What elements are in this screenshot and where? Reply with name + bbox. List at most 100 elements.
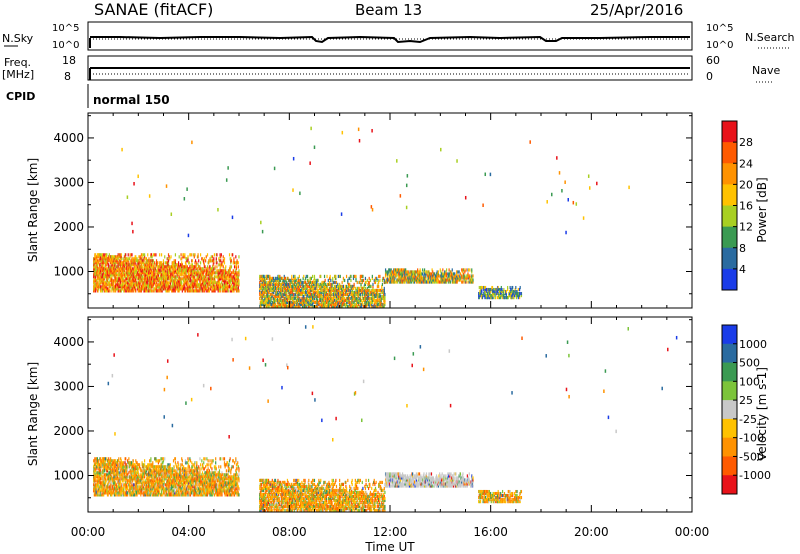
echo-cell <box>222 289 224 293</box>
echo-cell <box>174 287 177 291</box>
echo-cell <box>330 282 332 287</box>
echo-cell <box>162 259 165 263</box>
echo-cell <box>277 278 279 283</box>
echo-cell <box>279 282 282 287</box>
echo-cell <box>106 283 109 287</box>
echo-cell <box>102 255 104 259</box>
echo-cell <box>296 292 299 297</box>
echo-cell <box>259 286 261 291</box>
echo-cell <box>386 278 389 282</box>
echo-cell <box>189 275 191 279</box>
echo-cell <box>456 276 458 280</box>
echo-cell <box>93 271 95 275</box>
echo-cell <box>102 277 104 281</box>
echo-cell <box>341 298 343 303</box>
echo-cell <box>143 281 145 285</box>
echo-cell <box>94 275 97 279</box>
echo-cell <box>183 271 185 275</box>
echo-cell <box>123 271 125 275</box>
echo-cell <box>210 285 212 289</box>
echo-cell <box>185 269 187 273</box>
echo-cell <box>143 279 146 283</box>
echo-cell <box>205 283 207 287</box>
echo-cell <box>267 280 269 285</box>
echo-cell <box>120 255 122 259</box>
echo-cell <box>335 290 338 295</box>
echo-cell <box>384 270 387 274</box>
echo-cell <box>337 282 339 287</box>
echo-cell <box>137 263 139 267</box>
echo-cell <box>443 272 445 276</box>
echo-cell <box>500 285 502 290</box>
echo-cell <box>126 287 128 291</box>
echo-cell <box>369 288 371 293</box>
echo-cell <box>359 304 361 309</box>
echo-cell <box>425 280 428 284</box>
echo-cell <box>425 270 427 274</box>
echo-cell <box>293 296 295 301</box>
echo-cell <box>179 279 182 283</box>
echo-cell <box>464 276 467 280</box>
echo-cell <box>148 271 150 275</box>
echo-cell <box>115 257 117 261</box>
echo-cell <box>276 298 278 303</box>
echo-cell <box>269 296 271 301</box>
echo-cell <box>149 271 151 275</box>
echo-cell <box>293 298 295 303</box>
echo-cell <box>235 281 238 285</box>
echo-cell <box>327 296 329 301</box>
echo-cell <box>115 279 117 283</box>
echo-cell <box>227 271 229 275</box>
echo-cell <box>466 274 468 278</box>
echo-cell <box>105 275 107 279</box>
echo-cell <box>269 280 272 285</box>
echo-cell <box>459 276 462 280</box>
echo-cell <box>172 275 175 279</box>
echo-cell <box>368 298 370 303</box>
echo-cell <box>127 287 129 291</box>
echo-cell <box>342 292 345 297</box>
echo-cell <box>479 293 481 298</box>
echo-cell <box>105 261 107 265</box>
echo-cell <box>95 285 97 289</box>
echo-cell <box>427 280 429 284</box>
echo-cell <box>327 278 329 283</box>
echo-cell <box>137 277 139 281</box>
echo-cell <box>317 282 319 287</box>
echo-cell <box>504 295 506 300</box>
echo-cell <box>141 279 143 283</box>
echo-cell <box>329 274 331 279</box>
echo-cell <box>332 276 334 281</box>
echo-cell <box>118 277 120 281</box>
echo-cell <box>100 261 102 265</box>
echo-cell <box>224 289 226 293</box>
echo-cell <box>456 270 458 274</box>
echo-cell <box>235 261 238 265</box>
echo-cell <box>346 296 348 301</box>
echo-cell <box>210 285 212 289</box>
echo-cell <box>112 261 114 265</box>
echo-cell <box>281 288 283 293</box>
echo-cell <box>262 300 264 305</box>
echo-cell <box>225 281 227 285</box>
echo-cell <box>496 289 499 294</box>
scattered-echo <box>137 174 139 179</box>
echo-cell <box>320 292 322 297</box>
echo-cell <box>333 290 335 295</box>
echo-cell <box>142 265 144 269</box>
echo-cell <box>146 267 148 271</box>
echo-cell <box>94 267 97 271</box>
echo-cell <box>452 280 455 284</box>
echo-cell <box>120 257 122 261</box>
echo-cell <box>131 275 133 279</box>
echo-cell <box>283 304 285 309</box>
echo-cell <box>123 259 125 263</box>
echo-cell <box>268 276 270 281</box>
echo-cell <box>351 294 353 299</box>
echo-cell <box>422 272 424 276</box>
echo-cell <box>167 269 170 273</box>
echo-cell <box>491 287 493 292</box>
echo-cell <box>310 276 312 281</box>
echo-cell <box>129 289 131 293</box>
echo-cell <box>131 257 133 261</box>
